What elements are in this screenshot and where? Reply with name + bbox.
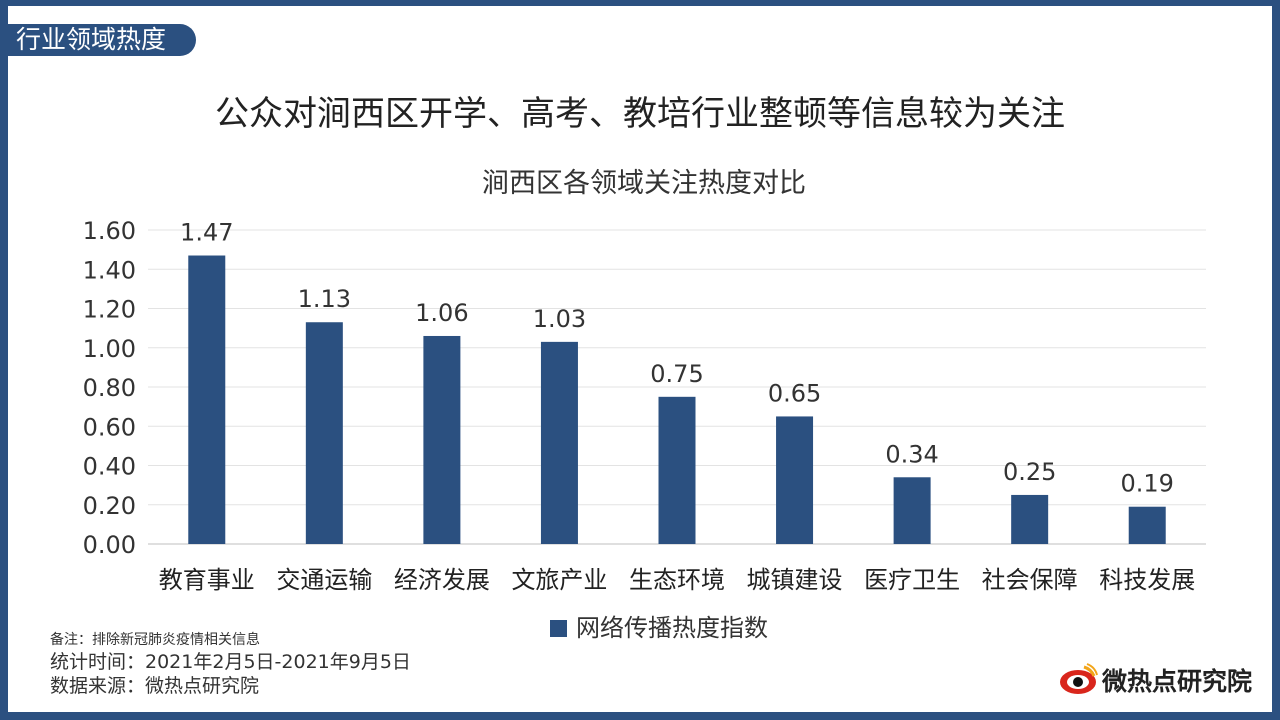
x-tick-label: 文旅产业 xyxy=(511,566,607,594)
x-tick-label: 城镇建设 xyxy=(747,566,843,594)
x-tick-label: 经济发展 xyxy=(394,566,490,594)
y-tick-label: 1.20 xyxy=(83,296,136,324)
data-label: 0.25 xyxy=(1003,458,1056,486)
x-axis: 教育事业 交通运输 经济发展 文旅产业 生态环境 城镇建设 医疗卫生 社会保障 科技发展 xyxy=(159,566,1195,594)
y-tick-label: 0.60 xyxy=(83,413,136,441)
data-label: 1.13 xyxy=(298,285,351,313)
bar xyxy=(305,322,343,544)
data-label: 0.34 xyxy=(885,440,938,468)
data-label: 1.47 xyxy=(180,219,233,247)
bar xyxy=(423,335,461,544)
y-tick-label: 0.40 xyxy=(83,453,136,481)
note-source: 数据来源：微热点研究院 xyxy=(50,675,260,697)
y-axis: 0.00 0.20 0.40 0.60 0.80 1.00 1.20 1.40 1.60 xyxy=(83,217,136,559)
slide: 行业领域热度 公众对涧西区开学、高考、教培行业整顿等信息较为关注 涧西区各领域关… xyxy=(8,6,1272,712)
x-tick-label: 科技发展 xyxy=(1099,566,1195,594)
brand-name: 微热点研究院 xyxy=(1101,667,1252,696)
y-tick-label: 1.40 xyxy=(83,256,136,284)
section-tab: 行业领域热度 xyxy=(8,24,196,56)
bar xyxy=(1128,506,1166,544)
bar-chart: 涧西区各领域关注热度对比 0.00 0.20 0.40 0.60 0.80 1.00 1.2… xyxy=(83,168,1206,642)
bar xyxy=(658,396,696,544)
value-labels: 1.47 1.13 1.06 1.03 0.75 0.65 0.34 0.25 0.19 xyxy=(180,219,1174,498)
legend: 网络传播热度指数 xyxy=(550,614,768,642)
data-label: 1.03 xyxy=(533,305,586,333)
bar xyxy=(893,477,931,544)
x-tick-label: 医疗卫生 xyxy=(864,566,960,594)
x-tick-label: 交通运输 xyxy=(276,566,372,594)
data-label: 1.06 xyxy=(415,299,468,327)
note-remark: 备注：排除新冠肺炎疫情相关信息 xyxy=(50,632,260,648)
note-period: 统计时间：2021年2月5日-2021年9月5日 xyxy=(50,651,411,673)
chart-title: 涧西区各领域关注热度对比 xyxy=(482,168,806,199)
bar xyxy=(540,341,578,544)
y-tick-label: 0.80 xyxy=(83,374,136,402)
bars xyxy=(188,255,1166,544)
y-tick-label: 1.00 xyxy=(83,335,136,363)
headline: 公众对涧西区开学、高考、教培行业整顿等信息较为关注 xyxy=(215,94,1065,134)
data-label: 0.19 xyxy=(1121,470,1174,498)
legend-label: 网络传播热度指数 xyxy=(576,614,768,642)
bar xyxy=(776,416,814,544)
y-tick-label: 0.20 xyxy=(83,492,136,520)
x-tick-label: 社会保障 xyxy=(982,566,1078,594)
y-tick-label: 0.00 xyxy=(83,531,136,559)
bar xyxy=(1011,494,1049,544)
brand-logo: 微热点研究院 xyxy=(1058,662,1252,698)
eye-logo-icon xyxy=(1059,663,1098,694)
x-tick-label: 生态环境 xyxy=(629,566,725,594)
data-label: 0.65 xyxy=(768,379,821,407)
notes: 备注：排除新冠肺炎疫情相关信息 统计时间：2021年2月5日-2021年9月5日… xyxy=(50,630,411,698)
legend-swatch xyxy=(550,620,567,637)
data-label: 0.75 xyxy=(650,360,703,388)
bar xyxy=(188,255,226,544)
y-tick-label: 1.60 xyxy=(83,217,136,245)
x-tick-label: 教育事业 xyxy=(159,566,255,594)
